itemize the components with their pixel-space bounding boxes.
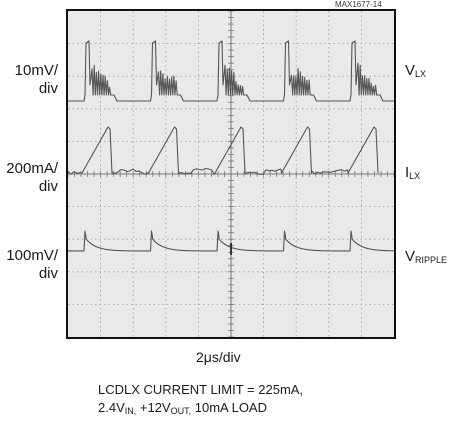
figure-code: MAX1677-14 xyxy=(335,0,382,9)
trace-vlx xyxy=(68,40,394,102)
ch2-scale-label: 200mA/ div xyxy=(6,160,58,195)
trace-ilx xyxy=(68,126,379,176)
ch3-scale-label: 100mV/ div xyxy=(6,247,58,282)
scope-plot xyxy=(68,11,394,337)
trace-vripple xyxy=(68,230,394,252)
caption: LCDLX CURRENT LIMIT = 225mA, 2.4VIN, +12… xyxy=(98,381,303,420)
caption-line-2: 2.4VIN, +12VOUT, 10mA LOAD xyxy=(98,400,267,416)
ch1-scale-label: 10mV/ div xyxy=(14,62,58,97)
ch1-name: VLX xyxy=(405,62,427,79)
caption-line-1: LCDLX CURRENT LIMIT = 225mA, xyxy=(98,382,304,397)
ch3-name: VRIPPLE xyxy=(405,248,448,265)
time-scale-label: 2μs/div xyxy=(196,349,241,365)
oscilloscope-screen xyxy=(66,9,396,339)
ch2-name: ILX xyxy=(405,164,421,181)
